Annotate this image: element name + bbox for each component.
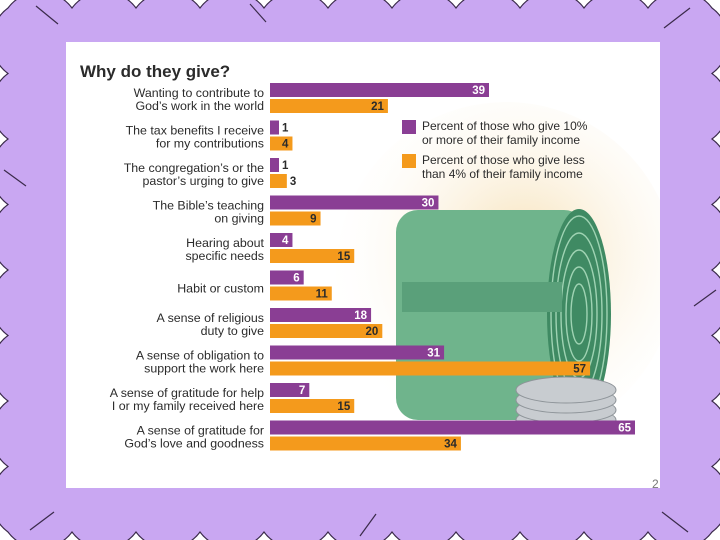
legend-label: Percent of those who give less	[422, 153, 585, 167]
frame-accent	[29, 511, 55, 531]
bar-4-percent	[270, 286, 332, 301]
bar-value-label: 9	[310, 214, 316, 226]
bar-10-percent	[270, 420, 635, 435]
legend-label: or more of their family income	[422, 133, 580, 147]
category-label: A sense of obligation to	[136, 349, 264, 363]
category-label: for my contributions	[156, 137, 264, 151]
category-label: The tax benefits I receive	[126, 124, 265, 138]
bar-value-label: 11	[316, 289, 329, 301]
bar-10-percent	[270, 233, 293, 247]
bar-4-percent	[270, 136, 293, 151]
bar-value-label: 39	[472, 85, 485, 97]
bar-value-label: 65	[618, 423, 631, 435]
category-label: support the work here	[144, 362, 264, 376]
category-label: Habit or custom	[177, 282, 264, 296]
bar-value-label: 57	[573, 364, 586, 376]
category-label: A sense of gratitude for help	[110, 386, 264, 400]
category-label: pastor’s urging to give	[143, 174, 265, 188]
bar-value-label: 20	[366, 326, 379, 338]
bar-4-percent	[270, 211, 321, 226]
money-band	[402, 282, 562, 312]
bar-value-label: 34	[444, 439, 457, 451]
bar-value-label: 1	[282, 160, 289, 172]
category-label: God’s work in the world	[135, 99, 264, 113]
bar-value-label: 30	[422, 198, 435, 210]
category-label: on giving	[214, 212, 264, 226]
bar-4-percent	[270, 324, 383, 338]
money-roll-curl	[570, 283, 588, 345]
bar-4-percent	[270, 436, 461, 451]
frame-accent	[661, 511, 689, 533]
category-label: specific needs	[185, 249, 264, 263]
bar-4-percent	[270, 99, 388, 113]
frame-accent	[35, 5, 59, 25]
slide-number: 2	[652, 477, 659, 491]
category-label: The congregation’s or the	[124, 161, 264, 175]
category-label: Hearing about	[186, 236, 264, 250]
legend-swatch-4-percent	[402, 154, 416, 168]
bar-10-percent	[270, 345, 445, 360]
category-label: The Bible’s teaching	[153, 199, 264, 213]
slide-content: Why do they give? Percent of those who g…	[66, 42, 660, 488]
bar-10-percent	[270, 120, 279, 135]
bar-10-percent	[270, 308, 372, 322]
bar-value-label: 21	[371, 101, 384, 113]
bar-value-label: 1	[282, 123, 289, 135]
bar-4-percent	[270, 249, 355, 263]
coin	[515, 376, 617, 404]
bar-value-label: 7	[299, 385, 305, 397]
bar-10-percent	[270, 83, 489, 97]
legend: Percent of those who give 10%or more of …	[402, 119, 588, 181]
legend-label: Percent of those who give 10%	[422, 119, 588, 133]
frame-accent	[359, 513, 377, 537]
bar-value-label: 15	[337, 251, 350, 263]
bar-10-percent	[270, 158, 279, 172]
bar-10-percent	[270, 270, 304, 285]
bar-10-percent	[270, 383, 310, 397]
category-label: duty to give	[201, 324, 264, 338]
bar-4-percent	[270, 361, 591, 376]
category-label: A sense of religious	[157, 311, 264, 325]
category-label: God’s love and goodness	[124, 437, 264, 451]
category-label: Wanting to contribute to	[134, 86, 265, 100]
frame-accent	[663, 7, 691, 29]
money-roll-curl	[565, 266, 593, 362]
bar-value-label: 4	[282, 235, 289, 247]
chart: Why do they give? Percent of those who g…	[80, 62, 660, 451]
bar-value-label: 31	[427, 348, 440, 360]
frame-accent	[249, 3, 267, 23]
bar-value-label: 18	[354, 310, 367, 322]
bar-10-percent	[270, 195, 439, 210]
legend-label: than 4% of their family income	[422, 167, 583, 181]
bar-value-label: 3	[290, 176, 296, 188]
category-label: I or my family received here	[112, 399, 264, 413]
frame-accent	[693, 289, 717, 307]
frame-accent	[3, 169, 27, 187]
chart-title: Why do they give?	[80, 62, 230, 81]
bar-value-label: 6	[293, 273, 299, 285]
bar-4-percent	[270, 174, 287, 188]
legend-swatch-10-percent	[402, 120, 416, 134]
bar-4-percent	[270, 399, 355, 413]
bar-value-label: 15	[337, 401, 350, 413]
bar-value-label: 4	[282, 139, 289, 151]
category-label: A sense of gratitude for	[137, 424, 264, 438]
